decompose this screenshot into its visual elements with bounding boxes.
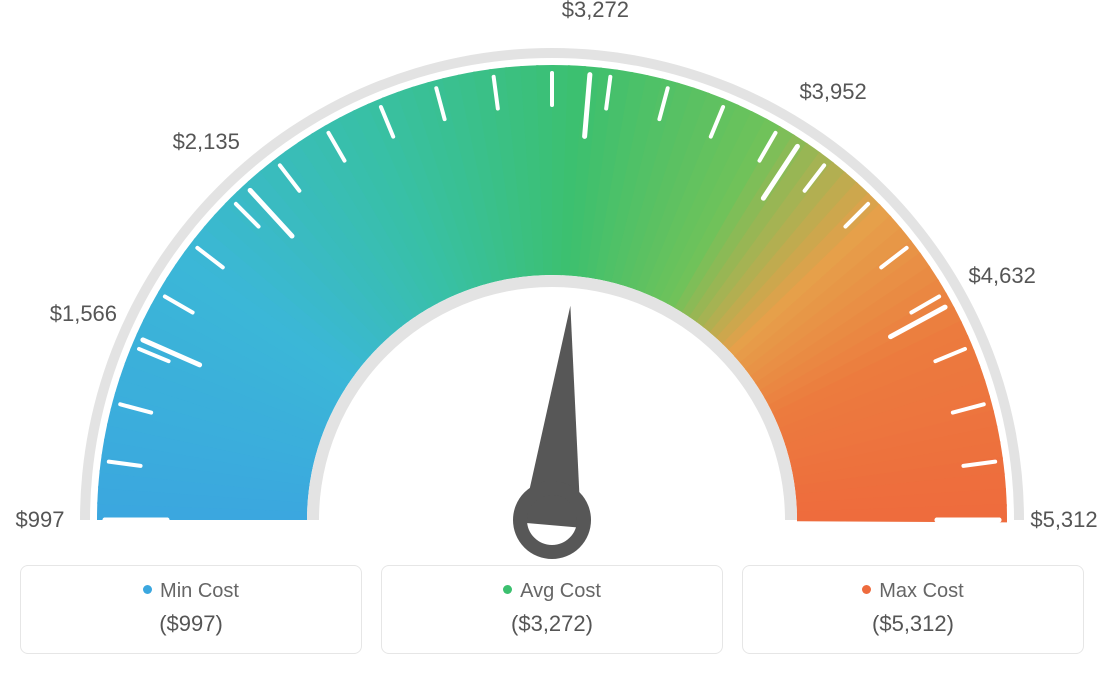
legend-max-title: Max Cost — [743, 580, 1083, 603]
legend-max-title-text: Max Cost — [879, 580, 963, 602]
cost-gauge: $997 $1,566 $2,135 $3,272 $3,952 $4,632 $5,312 — [0, 0, 1104, 560]
gauge-scale-label: $5,312 — [1030, 507, 1097, 533]
legend-avg-box: Avg Cost ($3,272) — [381, 565, 723, 654]
legend-max-dot — [862, 585, 871, 594]
legend-avg-value: ($3,272) — [382, 611, 722, 637]
legend-avg-title: Avg Cost — [382, 580, 722, 603]
legend-min-title-text: Min Cost — [160, 580, 239, 602]
legend-min-title: Min Cost — [21, 580, 361, 603]
legend-row: Min Cost ($997) Avg Cost ($3,272) Max Co… — [0, 565, 1104, 654]
legend-min-box: Min Cost ($997) — [20, 565, 362, 654]
gauge-scale-label: $3,952 — [799, 79, 866, 105]
gauge-scale-label: $4,632 — [969, 263, 1036, 289]
gauge-svg — [0, 0, 1104, 560]
legend-avg-dot — [503, 585, 512, 594]
legend-min-value: ($997) — [21, 611, 361, 637]
legend-avg-title-text: Avg Cost — [520, 580, 601, 602]
legend-max-box: Max Cost ($5,312) — [742, 565, 1084, 654]
gauge-scale-label: $2,135 — [173, 129, 240, 155]
legend-max-value: ($5,312) — [743, 611, 1083, 637]
gauge-scale-label: $1,566 — [50, 301, 117, 327]
legend-min-dot — [143, 585, 152, 594]
gauge-scale-label: $3,272 — [562, 0, 629, 23]
gauge-scale-label: $997 — [16, 507, 65, 533]
